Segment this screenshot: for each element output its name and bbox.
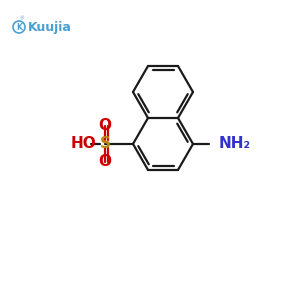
Text: O: O — [98, 154, 112, 169]
Text: NH₂: NH₂ — [219, 136, 251, 152]
Text: HO: HO — [70, 136, 96, 152]
Text: K: K — [16, 22, 22, 32]
Text: ®: ® — [19, 16, 24, 21]
Text: Kuujia: Kuujia — [28, 20, 72, 34]
Text: O: O — [98, 118, 112, 134]
Text: S: S — [100, 136, 110, 152]
